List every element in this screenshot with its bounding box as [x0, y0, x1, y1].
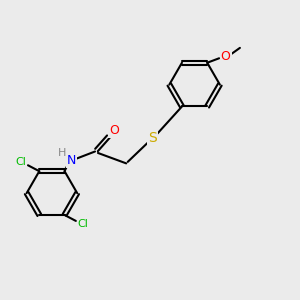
Text: Cl: Cl [77, 219, 88, 229]
Text: O: O [110, 124, 119, 137]
Text: H: H [58, 148, 67, 158]
Text: Cl: Cl [15, 157, 26, 167]
Text: S: S [148, 131, 157, 145]
Text: O: O [221, 50, 231, 63]
Text: N: N [67, 154, 76, 167]
